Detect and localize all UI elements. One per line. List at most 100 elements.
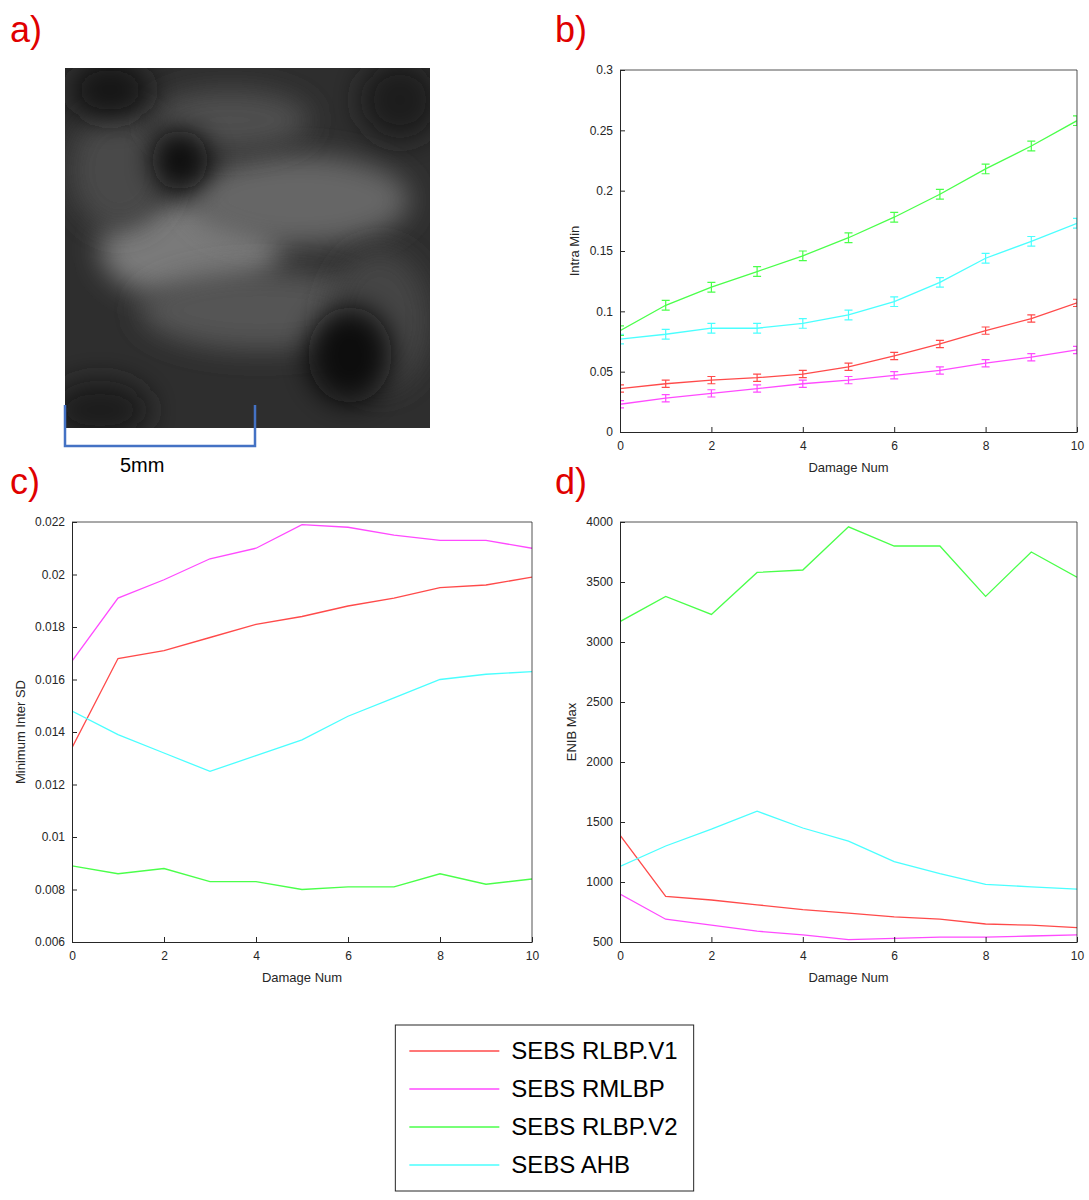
tick-label: 2: [709, 949, 716, 963]
tick-label: 0.006: [35, 935, 65, 949]
tick: 10: [526, 937, 540, 963]
error-bar: [753, 267, 761, 277]
tick-label: 3500: [586, 575, 613, 589]
tick-mark: [348, 937, 349, 942]
error-bar: [662, 395, 670, 402]
tick: 0.25: [590, 124, 625, 138]
image-detail: [308, 307, 392, 403]
tick-label: 6: [345, 949, 352, 963]
chart-panel: b)024681000.050.10.150.20.250.3Damage Nu…: [555, 9, 1084, 475]
tick: 3500: [586, 575, 625, 589]
tick-label: 0.016: [35, 673, 65, 687]
tick-mark: [72, 785, 77, 786]
tick: 6: [345, 937, 352, 963]
tick-label: 1500: [586, 815, 613, 829]
tick-mark: [620, 432, 625, 433]
legend-swatch: [409, 1088, 499, 1090]
tick-label: 0.014: [35, 725, 65, 739]
tick-mark: [711, 427, 712, 432]
error-bar: [662, 380, 670, 387]
tick-mark: [72, 575, 77, 576]
panel-label: a): [10, 9, 42, 50]
tick: 0.05: [590, 365, 625, 379]
tick: 2500: [586, 695, 625, 709]
error-bar: [1027, 354, 1035, 361]
frame: [620, 522, 1077, 942]
tick: 500: [593, 935, 625, 949]
tick-mark: [620, 882, 625, 883]
tick: 8: [437, 937, 444, 963]
legend-label: SEBS RLBP.V2: [511, 1113, 677, 1140]
tick: 0.3: [596, 63, 625, 77]
error-bar: [1027, 141, 1035, 151]
frame: [620, 70, 1077, 432]
y-axis: 00.050.10.150.20.250.3: [590, 63, 625, 439]
tick-mark: [986, 937, 987, 942]
error-bar: [1073, 116, 1077, 126]
tick-label: 4: [253, 949, 260, 963]
tick: 2000: [586, 755, 625, 769]
error-bar: [753, 374, 761, 381]
error-bar: [707, 390, 715, 397]
error-bar: [1027, 315, 1035, 322]
tick-mark: [72, 890, 77, 891]
tick: 0.022: [35, 515, 77, 529]
tick: 0.1: [596, 305, 625, 319]
tick-label: 8: [983, 949, 990, 963]
tick-mark: [72, 680, 77, 681]
series-line: [72, 525, 532, 662]
tick-mark: [72, 732, 77, 733]
error-bar: [845, 376, 853, 383]
plot-area: [620, 70, 1077, 432]
tick: 0.02: [42, 568, 77, 582]
y-axis-title: ENIB Max: [564, 702, 579, 761]
error-bar: [890, 297, 898, 307]
legend-swatch: [409, 1050, 499, 1052]
error-bar: [890, 352, 898, 359]
tick-label: 500: [593, 935, 613, 949]
tick: 1000: [586, 875, 625, 889]
error-bar: [707, 282, 715, 292]
tick-label: 2: [709, 439, 716, 453]
tick-mark: [803, 427, 804, 432]
error-bar: [1027, 237, 1035, 247]
legend-swatch: [409, 1126, 499, 1128]
frame: [72, 522, 532, 942]
axis-line: [621, 942, 1078, 943]
tick-label: 4: [800, 949, 807, 963]
tick-label: 10: [1071, 439, 1085, 453]
tick-label: 8: [983, 439, 990, 453]
tick-mark: [164, 937, 165, 942]
legend-label: SEBS RMLBP: [511, 1075, 664, 1102]
series-line: [620, 350, 1077, 404]
error-bar: [936, 367, 944, 374]
tick-label: 6: [891, 439, 898, 453]
plot-area: [620, 522, 1077, 942]
tick-label: 10: [526, 949, 540, 963]
error-bar: [936, 278, 944, 288]
tick-label: 4000: [586, 515, 613, 529]
tick: 0.014: [35, 725, 77, 739]
tick-label: 2: [161, 949, 168, 963]
series-line: [620, 811, 1077, 889]
legend-label: SEBS RLBP.V1: [511, 1037, 677, 1064]
error-bar: [982, 327, 990, 334]
tick-mark: [803, 937, 804, 942]
error-bar: [982, 253, 990, 263]
tick-mark: [532, 937, 533, 942]
tick-label: 4: [800, 439, 807, 453]
tick-label: 6: [891, 949, 898, 963]
x-axis-title: Damage Num: [262, 970, 342, 985]
tick-label: 0.25: [590, 124, 614, 138]
tick-label: 10: [1071, 949, 1085, 963]
series-line: [72, 866, 532, 890]
tick: 0.018: [35, 620, 77, 634]
tick-label: 2500: [586, 695, 613, 709]
tick-label: 2000: [586, 755, 613, 769]
tick: 4: [253, 937, 260, 963]
chart-panel: d)02468105001000150020002500300035004000…: [555, 461, 1084, 985]
tick-mark: [620, 522, 625, 523]
plot-area: [72, 522, 532, 942]
tick-label: 0.2: [596, 184, 613, 198]
error-bar: [1073, 218, 1077, 228]
